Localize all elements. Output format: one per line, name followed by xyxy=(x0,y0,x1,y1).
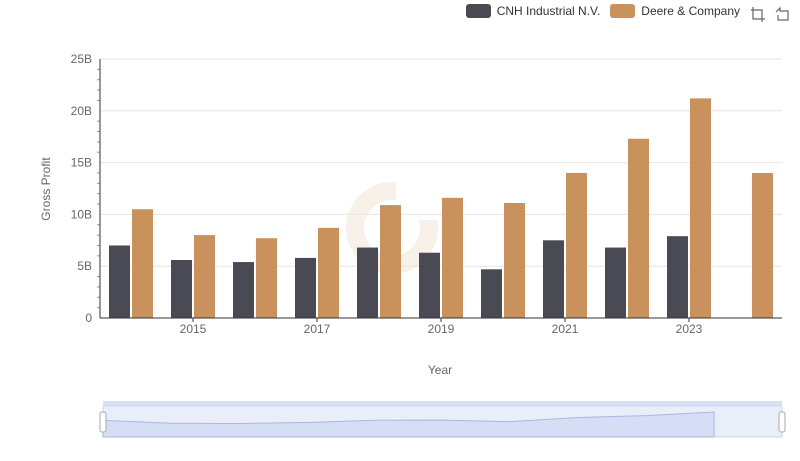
y-tick-label: 5B xyxy=(77,259,92,273)
y-tick-label: 10B xyxy=(71,207,92,221)
x-axis-title: Year xyxy=(428,363,452,377)
bar-cnh-2016 xyxy=(233,262,254,318)
chart-toolbox xyxy=(750,6,790,22)
zoom-icon[interactable] xyxy=(750,6,766,22)
bar-deere-2017 xyxy=(318,227,339,318)
bar-cnh-2020 xyxy=(481,269,502,318)
bar-deere-2020 xyxy=(504,203,525,318)
y-tick-label: 25B xyxy=(71,52,92,66)
bar-deere-2019 xyxy=(442,197,463,318)
y-axis: 0 5B 10B 15B 20B 25B xyxy=(71,52,101,325)
bar-deere-2024 xyxy=(752,172,773,318)
bar-cnh-2014 xyxy=(109,245,130,318)
y-tick-label: 15B xyxy=(71,156,92,170)
y-axis-title: Gross Profit xyxy=(39,157,53,221)
x-tick-label: 2015 xyxy=(180,322,207,336)
bar-deere-2023 xyxy=(690,98,711,318)
zoom-handle-right xyxy=(778,411,786,433)
chart-legend: CNH Industrial N.V. Deere & Company xyxy=(465,4,740,18)
legend-label-cnh: CNH Industrial N.V. xyxy=(496,4,601,18)
bar-cnh-2017 xyxy=(295,257,316,318)
bar-cnh-2015 xyxy=(171,259,192,318)
bar-cnh-2023 xyxy=(667,236,688,318)
legend-swatch-cnh xyxy=(465,4,491,18)
x-tick-label: 2017 xyxy=(304,322,331,336)
data-zoom-slider[interactable] xyxy=(99,401,786,438)
zoom-handle-left xyxy=(99,411,107,433)
y-tick-label: 20B xyxy=(71,104,92,118)
bar-cnh-2019 xyxy=(419,252,440,318)
legend-label-deere: Deere & Company xyxy=(641,4,740,18)
legend-item-deere[interactable]: Deere & Company xyxy=(610,4,740,18)
bars-group xyxy=(109,98,773,318)
zoom-preview-area xyxy=(102,411,715,438)
bar-deere-2014 xyxy=(132,209,153,318)
legend-item-cnh[interactable]: CNH Industrial N.V. xyxy=(465,4,601,18)
restore-icon[interactable] xyxy=(774,6,790,22)
x-tick-label: 2023 xyxy=(676,322,703,336)
bar-deere-2021 xyxy=(566,172,587,318)
x-axis: 2015 2017 2019 2021 2023 xyxy=(100,317,782,336)
bar-cnh-2018 xyxy=(357,247,378,318)
y-tick-label: 0 xyxy=(85,311,92,325)
bar-deere-2018 xyxy=(380,205,401,318)
bar-deere-2022 xyxy=(628,138,649,318)
bar-deere-2015 xyxy=(194,235,215,318)
bar-cnh-2021 xyxy=(543,240,564,318)
x-tick-label: 2021 xyxy=(552,322,579,336)
bar-cnh-2022 xyxy=(605,247,626,318)
x-tick-label: 2019 xyxy=(428,322,455,336)
legend-swatch-deere xyxy=(610,4,636,18)
zoom-handle-bar xyxy=(103,401,782,406)
bar-deere-2016 xyxy=(256,238,277,318)
